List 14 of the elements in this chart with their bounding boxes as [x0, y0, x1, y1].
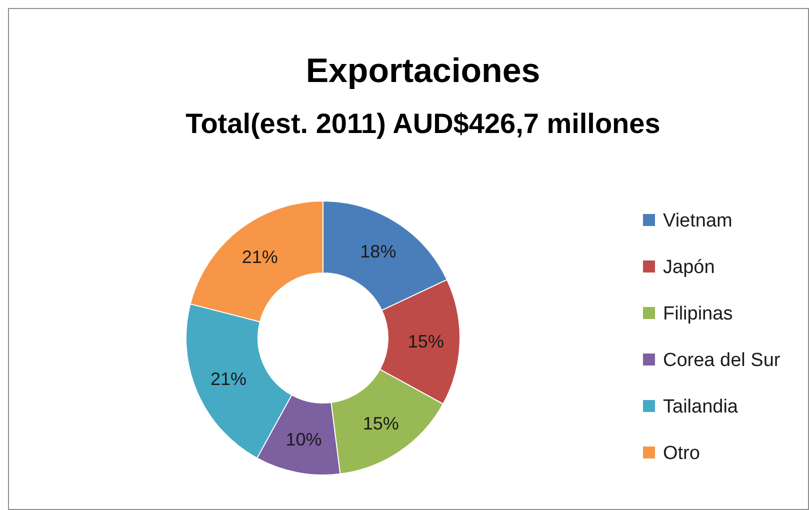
data-label: 21% [210, 369, 246, 390]
legend-label: Corea del Sur [663, 350, 781, 372]
data-label: 15% [408, 332, 444, 352]
legend-label: Tailandia [663, 396, 738, 418]
data-label: 21% [242, 246, 278, 267]
data-label: 10% [286, 429, 322, 450]
legend-label: Vietnam [663, 210, 732, 232]
data-label: 15% [362, 413, 399, 434]
data-label: 18% [360, 241, 396, 262]
legend-label: Japón [663, 257, 715, 278]
legend-label: Filipinas [663, 304, 733, 325]
chart-title: Exportaciones [306, 52, 540, 90]
chart-subtitle: Total(est. 2011) AUD$426,7 millones [186, 108, 660, 139]
legend-label: Otro [663, 443, 700, 464]
